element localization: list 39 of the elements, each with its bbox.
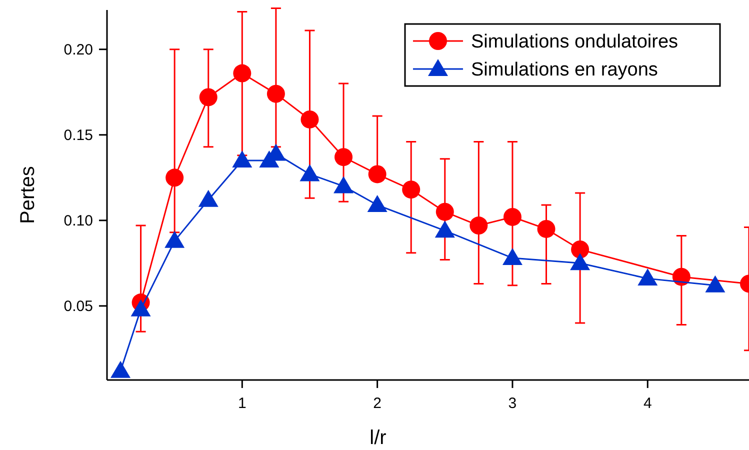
point <box>367 195 388 212</box>
point <box>166 168 184 187</box>
point <box>436 202 454 221</box>
point <box>300 164 320 182</box>
x-tick-label: 2 <box>373 395 382 412</box>
point <box>434 220 455 238</box>
y-axis-title: Pertes <box>17 166 39 224</box>
point <box>672 268 690 286</box>
x-tick-label: 3 <box>508 395 517 412</box>
point <box>402 180 420 199</box>
y-tick-label: 0.15 <box>64 127 93 144</box>
point <box>570 253 590 270</box>
point <box>130 299 151 316</box>
x-axis-title: l/r <box>370 427 387 449</box>
point <box>232 150 252 168</box>
y-tick-label: 0.20 <box>64 42 93 59</box>
legend-label: Simulations ondulatoires <box>471 32 678 53</box>
legend-label: Simulations en rayons <box>471 60 658 81</box>
point <box>334 148 353 166</box>
point <box>638 268 658 286</box>
point <box>705 275 726 292</box>
point <box>334 176 354 194</box>
y-tick-label: 0.10 <box>64 212 93 230</box>
point <box>266 84 285 103</box>
point <box>233 64 252 82</box>
y-tick-label: 0.05 <box>64 298 93 316</box>
point <box>164 230 185 248</box>
point <box>199 88 218 106</box>
point <box>198 190 218 207</box>
point <box>502 248 522 266</box>
point <box>470 216 488 235</box>
point <box>300 110 319 128</box>
point <box>571 240 590 258</box>
x-tick-label: 1 <box>238 395 246 412</box>
point <box>368 165 386 184</box>
point <box>110 360 131 378</box>
point <box>503 208 522 226</box>
point <box>537 220 556 238</box>
x-tick-label: 4 <box>643 395 652 412</box>
